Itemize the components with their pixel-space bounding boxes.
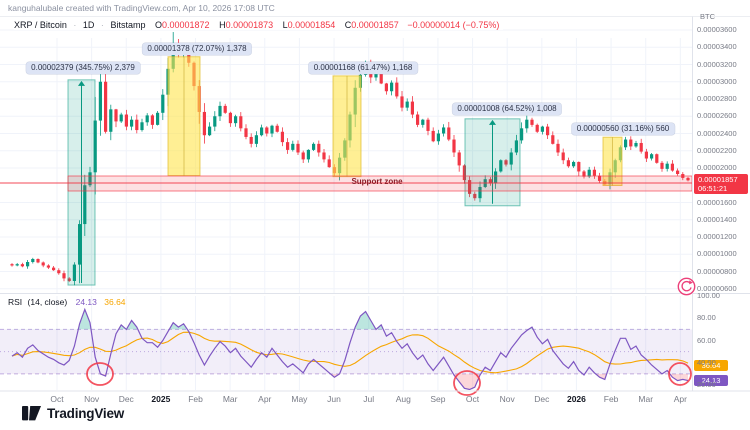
low-value: 0.00001854 bbox=[287, 20, 336, 30]
time-axis-label: Oct bbox=[465, 394, 480, 404]
change-value: −0.00000014 (−0.75%) bbox=[407, 20, 500, 30]
price-scale-tick: 0.00002200 bbox=[697, 145, 737, 155]
rsi-highlight-circles[interactable] bbox=[86, 362, 692, 396]
time-axis-label: Aug bbox=[395, 394, 411, 404]
time-axis-label: Sep bbox=[430, 394, 446, 404]
open-value: 0.00001872 bbox=[161, 20, 210, 30]
low-label: L bbox=[282, 20, 288, 30]
price-scale-tick: 0.00000600 bbox=[697, 283, 737, 293]
symbol-title[interactable]: XRP / Bitcoin bbox=[14, 20, 67, 30]
tradingview-logo[interactable]: TradingView bbox=[22, 406, 124, 421]
price-scale-tick: 0.00003200 bbox=[697, 59, 737, 69]
price-scale-tick: 0.00001200 bbox=[697, 232, 737, 241]
open-label: O bbox=[154, 20, 162, 30]
price-scale-tick: 0.00003600 bbox=[697, 25, 737, 34]
measure-label[interactable]: 0.00000560 (31.16%) 560 bbox=[571, 123, 675, 135]
time-axis-label: Dec bbox=[534, 394, 550, 404]
price-scale-tick: 0.00002000 bbox=[697, 163, 737, 172]
time-axis-label: Dec bbox=[118, 394, 134, 404]
rsi-ma-value: 36.64 bbox=[104, 297, 126, 307]
price-scale-tick: 0.00000800 bbox=[697, 266, 737, 276]
price-scale-tick: 0.00002800 bbox=[697, 94, 737, 103]
interval-button[interactable]: 1D bbox=[82, 20, 95, 30]
time-axis-label: Nov bbox=[499, 394, 515, 404]
attribution-text: kanguhalubale created with TradingView.c… bbox=[8, 3, 275, 13]
rsi-scale-tick: 60.00 bbox=[697, 335, 716, 345]
time-axis-label: Feb bbox=[603, 394, 619, 404]
price-scale-tick: 0.00003400 bbox=[697, 42, 737, 52]
time-axis-label: 2025 bbox=[151, 394, 171, 404]
time-axis-label: 2026 bbox=[566, 394, 586, 404]
high-value: 0.00001873 bbox=[225, 20, 274, 30]
measure-label[interactable]: 0.00001168 (61.47%) 1,168 bbox=[308, 62, 418, 74]
separator-dot: · bbox=[100, 20, 104, 30]
measure-label[interactable]: 0.00001008 (64.52%) 1,008 bbox=[452, 103, 562, 115]
bar-countdown: 06:51:21 bbox=[698, 184, 728, 193]
last-price-label: 0.00001857 06:51:21 bbox=[694, 174, 748, 194]
price-scale-tick: 0.00001400 bbox=[697, 214, 737, 224]
rsi-title: RSI bbox=[8, 297, 23, 307]
rsi-scale-tick: 80.00 bbox=[697, 313, 716, 323]
circular-arrow-icon[interactable] bbox=[677, 277, 696, 296]
price-scale-tick: 0.00001000 bbox=[697, 249, 737, 259]
support-zone-label[interactable]: Support zone bbox=[351, 177, 403, 186]
pane-separators bbox=[0, 16, 750, 392]
rsi-scale-tick: 100.00 bbox=[697, 291, 720, 300]
rsi-value-axis-tag: 24.13 bbox=[694, 375, 728, 386]
price-scale-tick: 0.00003000 bbox=[697, 76, 737, 86]
time-axis-label: Feb bbox=[188, 394, 203, 404]
time-axis-label: Jun bbox=[327, 394, 341, 404]
price-scale-tick: 0.00002600 bbox=[697, 111, 737, 121]
tradingview-logo-text: TradingView bbox=[47, 406, 125, 421]
support-zone-drawing[interactable] bbox=[0, 175, 693, 192]
last-price-value: 0.00001857 bbox=[698, 175, 738, 184]
rsi-value: 24.13 bbox=[75, 297, 97, 307]
time-axis-label: May bbox=[291, 394, 308, 404]
time-axis-label: Mar bbox=[222, 394, 238, 404]
rsi-pane bbox=[0, 307, 692, 390]
measure-drawings[interactable] bbox=[67, 56, 623, 286]
measure-label[interactable]: 0.00002379 (345.75%) 2,379 bbox=[26, 62, 140, 74]
time-axis-label: Nov bbox=[84, 394, 100, 404]
time-axis-label: Mar bbox=[638, 394, 654, 404]
tradingview-logo-icon bbox=[22, 406, 41, 421]
rsi-scale-tick: 20.00 bbox=[697, 380, 716, 389]
price-scale-tick: 0.00002400 bbox=[697, 128, 737, 138]
rsi-ma-axis-tag: 36.64 bbox=[694, 360, 728, 371]
rsi-legend[interactable]: RSI (14, close) 24.13 36.64 bbox=[8, 297, 126, 307]
measure-label[interactable]: 0.00001378 (72.07%) 1,378 bbox=[142, 43, 252, 55]
close-value: 0.00001857 bbox=[351, 20, 399, 30]
rsi-params: (14, close) bbox=[27, 297, 68, 307]
high-label: H bbox=[219, 20, 226, 30]
rsi-scale-tick: 40.00 bbox=[697, 357, 716, 367]
time-axis-label: Oct bbox=[50, 394, 64, 404]
close-label: C bbox=[344, 20, 352, 30]
time-axis-label: Apr bbox=[258, 394, 272, 404]
symbol-row: XRP / Bitcoin · 1D · Bitstamp O0.0000187… bbox=[14, 20, 504, 30]
exchange-label[interactable]: Bitstamp bbox=[110, 20, 146, 30]
separator-dot: · bbox=[73, 20, 77, 30]
time-axis-label: Jul bbox=[363, 394, 375, 404]
price-scale-tick: 0.00001600 bbox=[697, 197, 737, 207]
price-scale-unit: BTC bbox=[700, 12, 715, 21]
time-axis-label: Apr bbox=[673, 394, 687, 404]
